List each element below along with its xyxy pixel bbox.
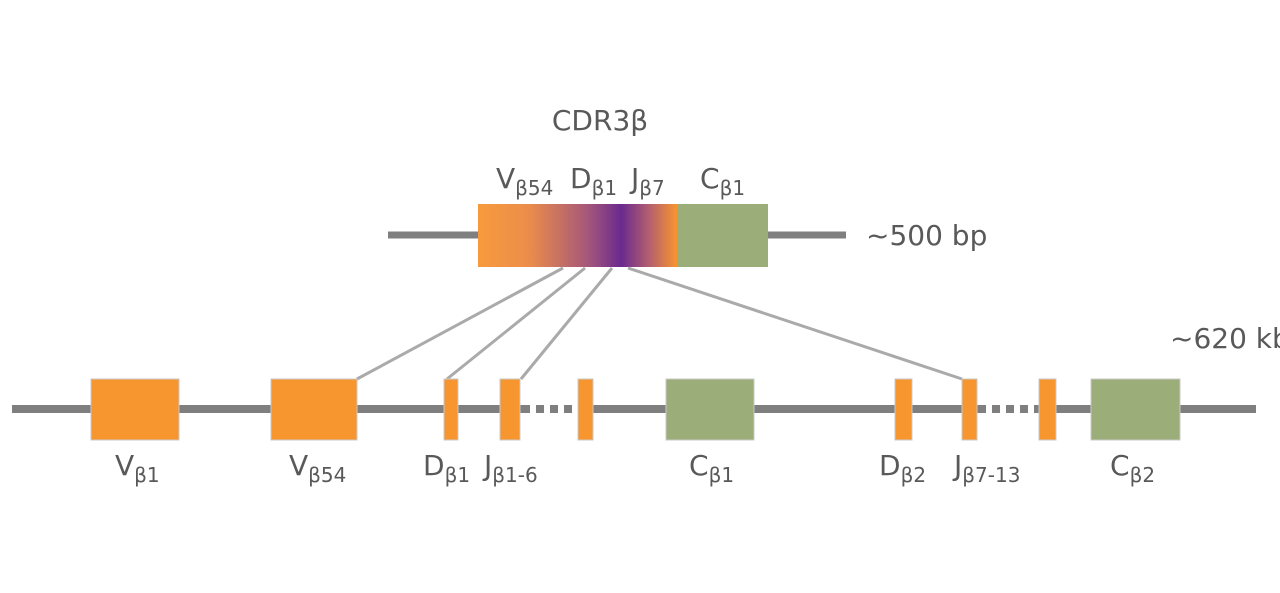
label-d-beta1: Dβ1 [423, 449, 470, 487]
c-beta1-segment [665, 378, 755, 441]
label-v-beta54: Vβ54 [289, 449, 346, 487]
transcript-size-label: ~500 bp [866, 219, 987, 252]
j-beta6-segment [577, 378, 594, 441]
d-beta2-segment [894, 378, 913, 441]
locus-size-label: ~620 kb [1170, 322, 1280, 355]
c-beta1-transcript-segment [677, 204, 768, 267]
label-c-beta1: Cβ1 [689, 449, 734, 487]
label-c-beta2: Cβ2 [1110, 449, 1155, 487]
connector-lines [356, 266, 963, 381]
v-beta1-segment [90, 378, 180, 441]
label-j-beta7-13: Jβ7-13 [952, 449, 1020, 487]
j-beta7-segment [961, 378, 978, 441]
connector-j [519, 267, 614, 380]
v-beta54-segment [270, 378, 358, 441]
label-j-beta1-6: Jβ1-6 [482, 449, 538, 487]
d-beta1-segment [443, 378, 459, 441]
connector-j7 [627, 266, 963, 381]
connector-v [356, 266, 564, 381]
j-beta1-segment [499, 378, 521, 441]
label-v-beta54-top: Vβ54 [496, 162, 553, 200]
c-beta2-segment [1090, 378, 1181, 441]
vdj-gradient-segment [478, 204, 677, 267]
germline-locus: ~620 kb Vβ1 Vβ54 Dβ1 Jβ1-6 Cβ1 Dβ2 Jβ7-1… [12, 322, 1280, 487]
label-v-beta1: Vβ1 [115, 449, 160, 487]
label-d-beta1-top: Dβ1 [570, 162, 617, 200]
rearranged-transcript: ~500 bp Vβ54 Dβ1 Jβ7 Cβ1 [388, 162, 987, 267]
label-c-beta1-top: Cβ1 [700, 162, 745, 200]
cdr3-title: CDR3β [552, 104, 648, 137]
label-d-beta2: Dβ2 [879, 449, 926, 487]
label-j-beta7-top: Jβ7 [629, 162, 665, 200]
connector-d [446, 266, 586, 381]
j-beta13-segment [1038, 378, 1057, 441]
